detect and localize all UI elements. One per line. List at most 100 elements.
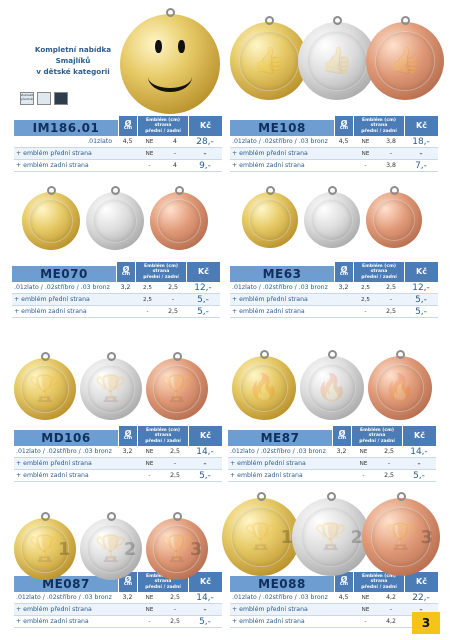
emblem-front-value: NE bbox=[145, 448, 154, 455]
row-label: + emblém zadní strana bbox=[230, 472, 303, 479]
price-value: 5,- bbox=[415, 294, 427, 305]
emblem-back-value: 2,5 bbox=[168, 284, 178, 291]
emblem-back-value: 2,5 bbox=[170, 448, 180, 455]
diameter-value: 3,2 bbox=[122, 594, 133, 601]
table-row: .01zlato / .02stříbro / .03 bronz 4,5 NE 3,… bbox=[230, 136, 438, 148]
price-value: - bbox=[203, 458, 207, 469]
emblem-front-value: - bbox=[364, 618, 367, 625]
row-label: .01zlato / .02stříbro / .03 bronz bbox=[14, 284, 110, 291]
intro-line: v dětské kategorii bbox=[36, 67, 110, 76]
trophy-cup-icon: 🏆 bbox=[28, 374, 62, 404]
price-value: - bbox=[419, 604, 423, 615]
price-header: Kč bbox=[186, 262, 220, 282]
catalog-thumb[interactable] bbox=[37, 92, 51, 105]
emblem-front-value: NE bbox=[145, 606, 154, 613]
price-header: Kč bbox=[404, 262, 438, 282]
table-row: + emblém zadní strana - 2,5 5,- bbox=[14, 616, 222, 628]
medal-gold: 🔥 bbox=[232, 350, 296, 420]
emblem-back-value: 2,5 bbox=[386, 308, 396, 315]
medal-silver: 🏆 bbox=[80, 352, 142, 420]
medal-bronze: 👍 bbox=[366, 16, 444, 100]
price-header: Kč bbox=[188, 426, 222, 446]
medal-bronze bbox=[150, 186, 208, 250]
row-label: + emblém přední strana bbox=[16, 150, 92, 157]
medal-silver bbox=[86, 186, 144, 250]
emblem-back-value: 2,5 bbox=[170, 472, 180, 479]
product-code: ME070 bbox=[12, 266, 116, 282]
medal-gold: 🏆 1 bbox=[14, 512, 76, 580]
trophy-cup-icon: 🏆 bbox=[160, 374, 194, 404]
medal-set-me87: 🔥 🔥 🔥 bbox=[232, 350, 432, 420]
row-label: + emblém zadní strana bbox=[232, 618, 305, 625]
price-value: 22,- bbox=[412, 592, 430, 603]
table-row: .01zlato / .02stříbro / .03 bronz 3,2 2,5 2… bbox=[230, 282, 438, 294]
table-row: + emblém přední strana NE - - bbox=[230, 148, 438, 160]
price-value: 7,- bbox=[415, 160, 427, 171]
diameter-value: 3,2 bbox=[336, 448, 347, 455]
emblem-back-value: - bbox=[171, 296, 175, 303]
row-label: + emblém přední strana bbox=[14, 296, 90, 303]
row-label: + emblém přední strana bbox=[232, 150, 308, 157]
price-header: Kč bbox=[188, 116, 222, 136]
numbered-trophy-icon: 🏆 bbox=[160, 534, 194, 564]
price-value: 12,- bbox=[412, 282, 430, 293]
smiley-icon bbox=[144, 36, 196, 92]
price-value: 5,- bbox=[199, 616, 211, 627]
row-label: .01zlato / .02stříbro / .03 bronz bbox=[230, 448, 326, 455]
price-value: 5,- bbox=[415, 306, 427, 317]
table-row: + emblém zadní strana - 2,5 5,- bbox=[230, 306, 438, 318]
product-code: ME088 bbox=[230, 576, 334, 592]
medal-bronze: 🏆 3 bbox=[146, 512, 208, 580]
diameter-value: 4,5 bbox=[122, 138, 133, 145]
emblem-front-value: NE bbox=[361, 138, 370, 145]
emblem-front-value: 2,5 bbox=[361, 296, 370, 303]
row-label: + emblém přední strana bbox=[232, 606, 308, 613]
emblem-back-value: 2,5 bbox=[170, 618, 180, 625]
row-label: + emblém zadní strana bbox=[16, 162, 89, 169]
catalog-thumb[interactable] bbox=[54, 92, 68, 105]
emblem-front-value: - bbox=[364, 162, 367, 169]
table-row: .01zlato 4,5 NE 4 28,- bbox=[14, 136, 222, 148]
medal-gold: 🏆 bbox=[14, 352, 76, 420]
row-label: + emblém zadní strana bbox=[232, 308, 305, 315]
table-row: + emblém zadní strana-4,29,- bbox=[230, 616, 438, 628]
table-row: + emblém přední strana NE - - bbox=[14, 604, 222, 616]
numbered-trophy-icon: 🏆 bbox=[314, 522, 348, 552]
trophy-cup-icon: 🏆 bbox=[94, 374, 128, 404]
blank-disc-icon bbox=[150, 192, 208, 250]
medal-set-me087: 🏆 1 🏆 2 🏆 3 bbox=[14, 512, 208, 580]
emblem-front-value: 2,5 bbox=[361, 284, 370, 291]
medal-bronze bbox=[366, 186, 422, 248]
emblem-front-value: - bbox=[148, 162, 151, 169]
emblem-front-value: NE bbox=[145, 460, 154, 467]
row-label: + emblém zadní strana bbox=[232, 162, 305, 169]
price-value: 12,- bbox=[194, 282, 212, 293]
blank-disc-icon bbox=[86, 192, 144, 250]
table-row: .01zlato / .02stříbro / .03 bronz 3,2 NE 2,… bbox=[228, 446, 436, 458]
price-value: 14,- bbox=[196, 446, 214, 457]
table-row: + emblém zadní strana - 2,5 5,- bbox=[14, 470, 222, 482]
price-value: 18,- bbox=[412, 136, 430, 147]
emblem-back-value: 3,8 bbox=[386, 162, 396, 169]
row-label: + emblém zadní strana bbox=[16, 472, 89, 479]
table-row: .01zlato / .02stříbro / .03 bronz 4,5 NE 4,… bbox=[230, 592, 438, 604]
medal-bronze: 🏆 3 bbox=[362, 492, 440, 576]
medal-bronze: 🏆 bbox=[146, 352, 208, 420]
emblem-back-value: 3,8 bbox=[386, 138, 396, 145]
price-value: 14,- bbox=[410, 446, 428, 457]
emblem-front-value: NE bbox=[145, 150, 154, 157]
medal-silver: 👍 bbox=[298, 16, 376, 100]
medal-number: 3 bbox=[189, 539, 203, 560]
catalog-thumb[interactable]: Zobrazit předměty bbox=[20, 92, 34, 105]
price-value: - bbox=[417, 458, 421, 469]
row-label: + emblém zadní strana bbox=[14, 308, 87, 315]
product-code: ME087 bbox=[14, 576, 118, 592]
